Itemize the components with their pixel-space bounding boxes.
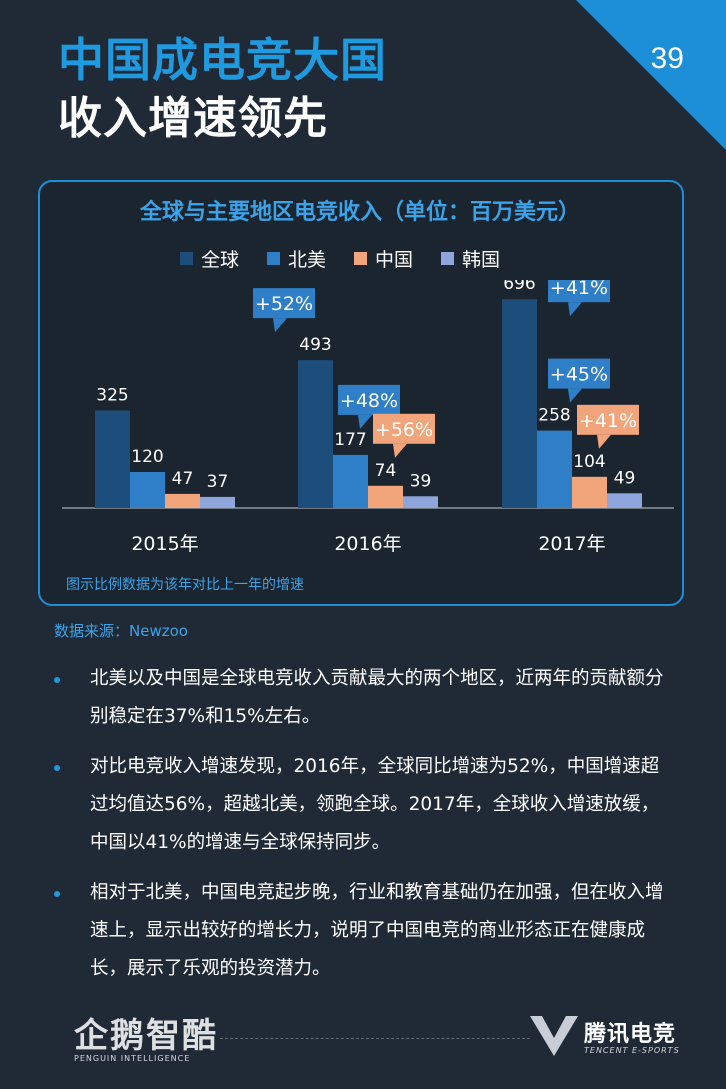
penguin-intelligence-logo: 企鹅智酷 [74, 1016, 218, 1056]
tencent-esports-logo: 腾讯电竞 [584, 1022, 677, 1047]
bar [607, 493, 642, 508]
x-tick-label: 2015年 [131, 533, 198, 555]
chart-note: 图示比例数据为该年对比上一年的增速 [66, 577, 304, 593]
growth-bubble-tail [568, 388, 582, 403]
tencent-esports-mark-icon [530, 1016, 578, 1056]
bar [200, 496, 235, 508]
data-source: 数据来源：Newzoo [54, 622, 188, 640]
growth-bubble-tail [273, 318, 287, 333]
legend-swatch-china [354, 251, 368, 265]
data-label: 49 [614, 468, 636, 488]
growth-label: +48% [340, 390, 398, 412]
growth-bubble [373, 413, 435, 444]
bullet-item: 相对于北美，中国电竞起步晚，行业和教育基础仍在加强，但在收入增速上，显示出较好的… [52, 874, 672, 988]
bar [502, 299, 537, 508]
legend-item-china: 中国 [354, 245, 413, 272]
chart-title: 全球与主要地区电竞收入（单位：百万美元） [139, 200, 580, 225]
bar [537, 430, 572, 508]
growth-bubble-tail [568, 302, 582, 317]
bar [130, 472, 165, 508]
growth-bubble [253, 288, 315, 319]
chart-legend: 全球 北美 中国 韩国 [180, 244, 500, 272]
legend-label-north-america: 北美 [288, 248, 327, 271]
bar [572, 476, 607, 508]
growth-label: +45% [550, 364, 608, 386]
bullet-item: 对比电竞收入增速发现，2016年，全球同比增速为52%，中国增速超过均值达56%… [52, 748, 672, 862]
legend-item-north-america: 北美 [267, 245, 326, 272]
bar [95, 410, 130, 508]
growth-bubble-tail [393, 443, 407, 458]
page-subtitle: 收入增速领先 [58, 93, 328, 144]
bullet-item: 北美以及中国是全球电竞收入贡献最大的两个地区，近两年的贡献额分别稳定在37%和1… [52, 660, 672, 736]
legend-label-korea: 韩国 [462, 248, 501, 271]
growth-label: +41% [550, 280, 608, 299]
legend-swatch-korea [441, 251, 455, 265]
bullet-dot-icon [54, 765, 60, 771]
legend-item-global: 全球 [180, 245, 239, 272]
bullet-text: 对比电竞收入增速发现，2016年，全球同比增速为52%，中国增速超过均值达56%… [90, 756, 660, 853]
growth-label: +56% [375, 419, 433, 441]
legend-label-china: 中国 [375, 248, 414, 271]
bullet-dot-icon [54, 891, 60, 897]
data-label: 39 [410, 471, 432, 491]
data-label: 493 [299, 335, 331, 355]
data-label: 325 [96, 386, 128, 406]
page-title: 中国成电竞大国 [58, 33, 387, 87]
bullet-text: 北美以及中国是全球电竞收入贡献最大的两个地区，近两年的贡献额分别稳定在37%和1… [90, 668, 664, 727]
bar [298, 360, 333, 508]
data-label: 74 [375, 461, 397, 481]
legend-swatch-global [180, 251, 193, 265]
data-label: 47 [172, 469, 194, 489]
penguin-intelligence-subtitle: PENGUIN INTELLIGENCE [74, 1054, 191, 1063]
bullet-list: 北美以及中国是全球电竞收入贡献最大的两个地区，近两年的贡献额分别稳定在37%和1… [52, 660, 672, 1000]
growth-bubble [338, 384, 400, 415]
growth-bubble [577, 404, 639, 435]
data-label: 258 [538, 406, 570, 426]
growth-bubble [548, 358, 610, 389]
page-number: 39 [650, 42, 684, 75]
bar [333, 454, 368, 508]
growth-bubble-tail [358, 414, 372, 429]
legend-swatch-north-america [267, 251, 281, 265]
bar-chart: 325 120 47 37 2015年 493 177 74 39 2016年 696 258 104 4… [62, 280, 674, 555]
legend-label-global: 全球 [201, 248, 240, 271]
data-label: 120 [131, 447, 163, 467]
x-tick-label: 2017年 [538, 533, 605, 555]
bar [165, 493, 200, 508]
bullet-text: 相对于北美，中国电竞起步晚，行业和教育基础仍在加强，但在收入增速上，显示出较好的… [90, 882, 664, 979]
growth-bubble-tail [597, 434, 611, 449]
bar [368, 485, 403, 508]
legend-item-korea: 韩国 [441, 245, 500, 272]
bullet-dot-icon [54, 677, 60, 683]
tencent-esports-subtitle: TENCENT E-SPORTS [584, 1046, 680, 1055]
growth-label: +41% [579, 410, 637, 432]
growth-label: +52% [255, 293, 313, 315]
corner-triangle [576, 0, 726, 150]
data-label: 177 [334, 430, 366, 450]
growth-bubble [548, 280, 610, 303]
data-label: 37 [207, 472, 229, 492]
x-tick-label: 2016年 [334, 533, 401, 555]
footer-divider [220, 1038, 530, 1039]
data-label: 104 [573, 452, 605, 472]
bar [403, 496, 438, 508]
data-label: 696 [503, 280, 535, 294]
